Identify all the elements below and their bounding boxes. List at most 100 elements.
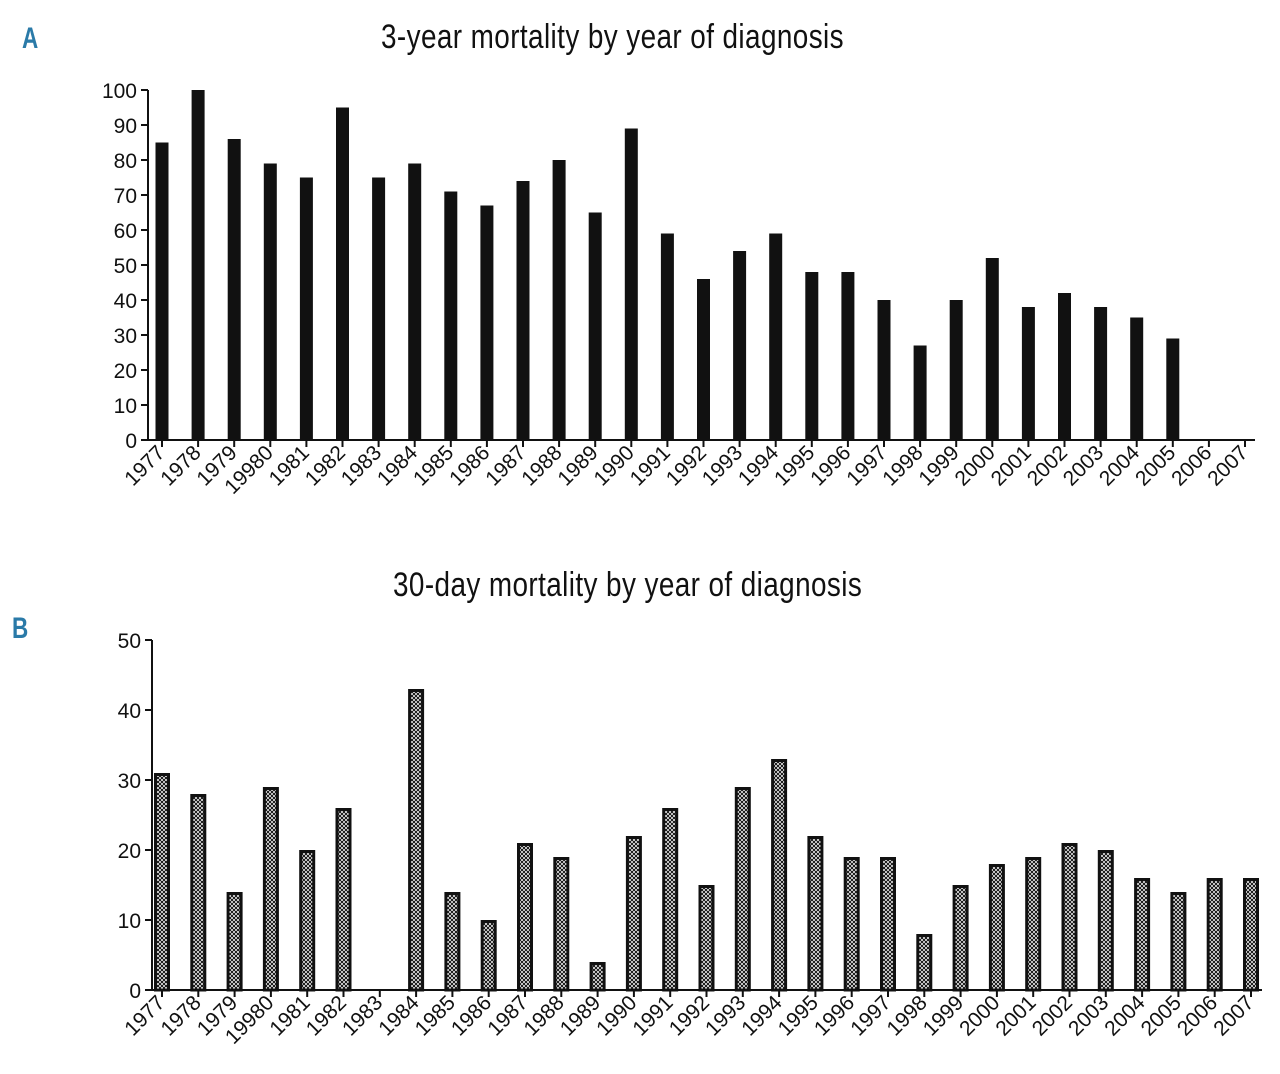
y-tick-label: 50 (114, 255, 137, 278)
bar-1995 (805, 272, 819, 440)
bar-1997 (880, 857, 896, 992)
chart-a-title: 3-year mortality by year of diagnosis (381, 18, 844, 56)
bar-1977 (155, 142, 169, 440)
y-tick-label: 90 (114, 115, 137, 138)
x-tick-label: 1990 (592, 991, 641, 1040)
bar-1982 (335, 808, 352, 992)
x-tick-label: 2002 (1028, 991, 1077, 1040)
x-tick-label: 1983 (338, 991, 387, 1040)
y-tick-label: 20 (114, 360, 137, 383)
bar-1990 (624, 128, 638, 440)
y-tick-label: 30 (114, 325, 137, 348)
x-tick-label: 1981 (265, 991, 314, 1040)
x-tick-label: 2001 (991, 991, 1040, 1040)
x-tick-label: 1997 (846, 991, 895, 1040)
x-tick-label: 1987 (483, 991, 532, 1040)
x-tick-label: 1978 (157, 991, 206, 1040)
x-tick-label: 1984 (374, 991, 424, 1041)
bar-1985 (444, 191, 458, 440)
bar-2003 (1094, 307, 1108, 440)
x-tick-label: 2006 (1173, 991, 1222, 1040)
y-tick-label: 20 (118, 840, 141, 863)
bar-1985 (444, 892, 461, 992)
y-tick-label: 10 (114, 395, 137, 418)
panel-label-b: B (12, 612, 29, 645)
x-tick-label: 1982 (302, 991, 351, 1040)
bar-1998 (916, 934, 933, 992)
bar-2002 (1058, 293, 1071, 440)
bar-1986 (480, 205, 494, 440)
x-tick-label: 2004 (1100, 991, 1150, 1041)
bar-1993 (733, 251, 747, 440)
y-tick-label: 40 (118, 700, 141, 723)
y-tick-label: 50 (118, 630, 141, 653)
bar-1987 (516, 181, 530, 440)
bar-1978 (191, 90, 205, 440)
y-tick-label: 80 (114, 150, 137, 173)
x-tick-label: 1992 (665, 991, 714, 1040)
x-tick-label: 1988 (520, 991, 569, 1040)
bar-2004 (1130, 317, 1144, 440)
bar-1992 (697, 279, 710, 440)
bar-1988 (552, 160, 566, 440)
y-tick-label: 0 (125, 430, 137, 453)
bar-1998 (913, 345, 927, 440)
x-tick-label: 2003 (1064, 991, 1113, 1040)
bar-19980 (262, 787, 279, 992)
x-tick-label: 1985 (411, 991, 460, 1040)
bar-1999 (952, 885, 969, 992)
x-tick-label: 1989 (556, 991, 605, 1040)
y-tick-label: 60 (114, 220, 137, 243)
bar-1993 (734, 787, 751, 992)
bar-1989 (589, 962, 606, 992)
bar-2001 (1025, 857, 1042, 992)
bar-1979 (226, 892, 243, 992)
bar-1978 (190, 794, 207, 992)
bar-1991 (660, 233, 674, 440)
x-tick-label: 1998 (883, 991, 932, 1040)
bar-1984 (408, 689, 425, 992)
bar-2002 (1061, 843, 1078, 992)
x-tick-label: 2000 (955, 991, 1004, 1040)
x-tick-label: 1991 (628, 991, 677, 1040)
bar-1996 (843, 857, 860, 992)
bar-1999 (949, 300, 963, 440)
bar-1979 (227, 139, 241, 440)
bar-1987 (517, 843, 533, 992)
chart-a: 0102030405060708090100197719781979199801… (102, 80, 1255, 499)
bar-1992 (698, 885, 715, 992)
y-tick-label: 10 (118, 910, 141, 933)
bar-1989 (588, 212, 602, 440)
bar-1986 (480, 920, 497, 992)
bar-1977 (154, 773, 170, 992)
bar-2007 (1243, 878, 1259, 992)
x-tick-label: 2005 (1137, 991, 1186, 1040)
bar-1996 (841, 272, 855, 440)
bar-2000 (985, 258, 999, 440)
bar-1991 (662, 808, 679, 992)
bar-2001 (1021, 307, 1035, 440)
x-tick-label: 1999 (919, 991, 968, 1040)
x-tick-label: 1993 (701, 991, 750, 1040)
bar-1983 (372, 177, 386, 440)
x-tick-label: 1996 (810, 991, 859, 1040)
bar-2005 (1166, 338, 1180, 440)
y-tick-label: 40 (114, 290, 137, 313)
x-tick-label: 1995 (774, 991, 823, 1040)
bar-1990 (625, 836, 642, 992)
bar-2003 (1097, 850, 1114, 992)
y-tick-label: 100 (102, 80, 137, 103)
x-tick-label: 2007 (1209, 991, 1258, 1040)
x-tick-label: 1986 (447, 991, 496, 1040)
x-tick-label: 1994 (737, 991, 787, 1041)
bar-19980 (263, 163, 277, 440)
bar-2005 (1170, 892, 1187, 992)
bar-1997 (877, 300, 891, 440)
chart-b-title: 30-day mortality by year of diagnosis (393, 566, 863, 604)
bar-1988 (553, 857, 570, 992)
bar-1981 (299, 177, 313, 440)
bar-1994 (769, 233, 783, 440)
bar-2004 (1134, 878, 1151, 992)
y-tick-label: 70 (114, 185, 137, 208)
